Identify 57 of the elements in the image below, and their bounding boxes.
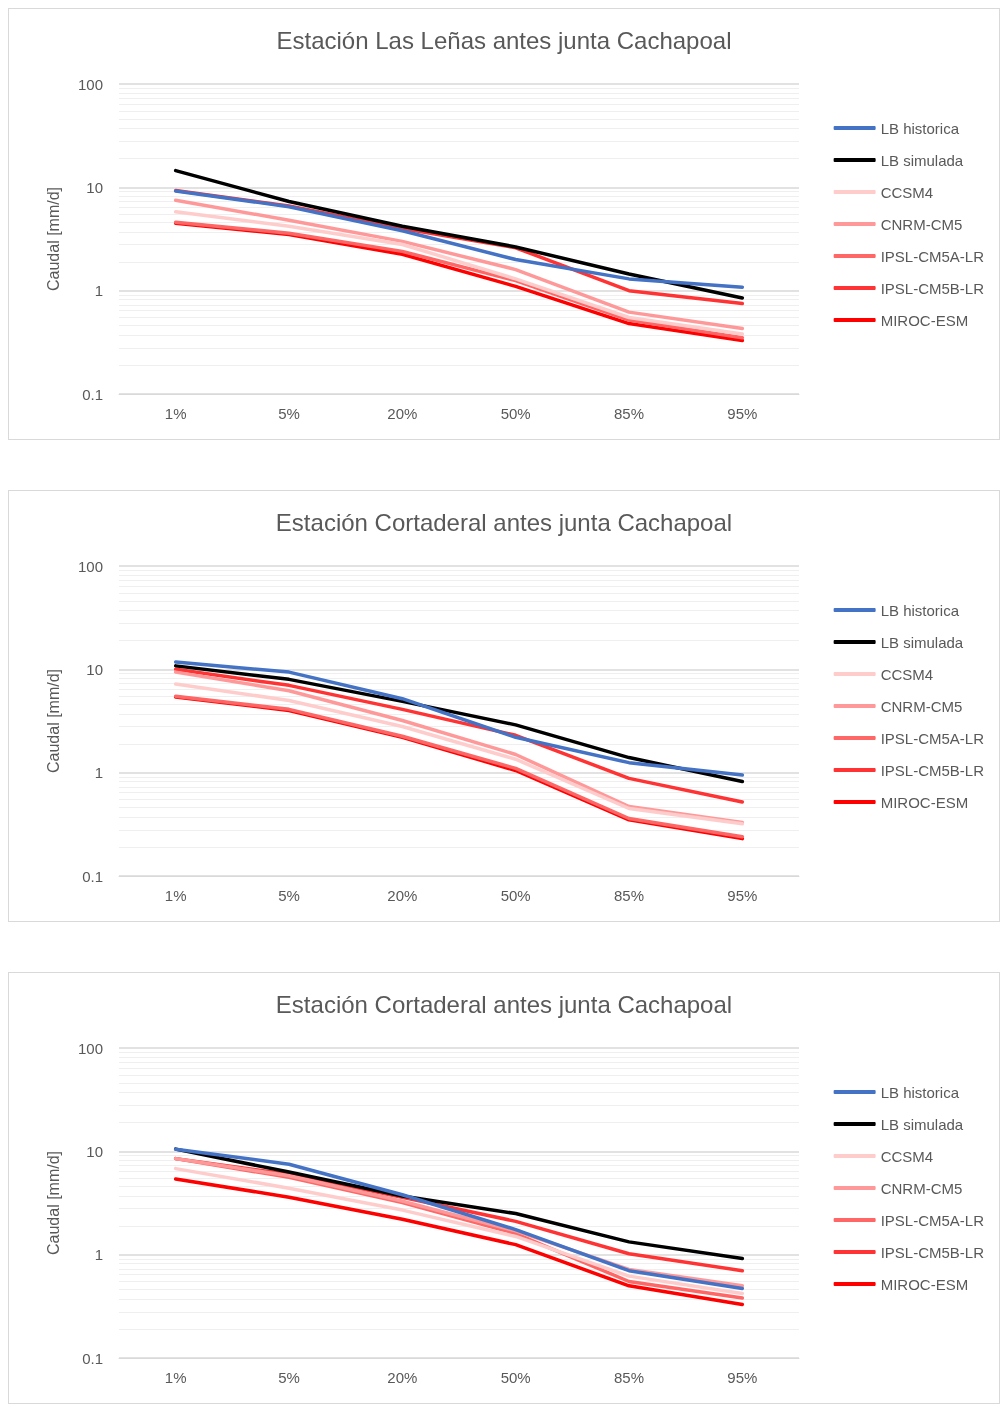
x-tick-label: 20% (387, 887, 418, 904)
legend-label: MIROC-ESM (880, 793, 969, 811)
legend-label: IPSL-CM5A-LR (880, 1211, 985, 1229)
legend-label: MIROC-ESM (880, 311, 969, 329)
y-tick-label: 100 (77, 1039, 103, 1057)
x-tick-label: 50% (500, 887, 531, 904)
legend-label: CCSM4 (880, 1147, 934, 1165)
x-tick-label: 20% (387, 1369, 418, 1386)
y-tick-label: 100 (77, 75, 103, 93)
legend-label: MIROC-ESM (880, 1275, 969, 1293)
x-tick-label: 95% (727, 405, 758, 422)
legend-label: LB historica (880, 601, 960, 619)
y-axis-title: Caudal [mm/d] (44, 1150, 62, 1256)
x-tick-label: 5% (278, 1369, 300, 1386)
legend-label: LB simulada (880, 1115, 964, 1133)
x-tick-label: 5% (278, 887, 300, 904)
y-axis-title: Caudal [mm/d] (44, 668, 62, 774)
y-tick-label: 1 (94, 764, 103, 782)
legend-label: LB simulada (880, 151, 964, 169)
legend-label: IPSL-CM5B-LR (880, 761, 985, 779)
legend-label: CNRM-CM5 (880, 215, 963, 233)
legend-label: IPSL-CM5B-LR (880, 279, 985, 297)
y-tick-label: 1 (94, 1246, 103, 1264)
y-tick-label: 10 (86, 1142, 103, 1160)
chart-title: Estación Cortaderal antes junta Cachapoal (275, 990, 733, 1018)
y-tick-label: 100 (77, 557, 103, 575)
x-tick-label: 85% (613, 405, 645, 422)
chart-title: Estación Cortaderal antes junta Cachapoal (275, 508, 733, 536)
y-axis-title: Caudal [mm/d] (44, 186, 62, 292)
y-tick-label: 10 (86, 660, 103, 678)
x-tick-label: 50% (500, 405, 531, 422)
legend-label: CCSM4 (880, 665, 934, 683)
legend-label: LB simulada (880, 633, 964, 651)
y-tick-label: 0.1 (82, 1349, 103, 1367)
y-tick-label: 1 (94, 282, 103, 300)
legend-label: CCSM4 (880, 183, 934, 201)
y-tick-label: 0.1 (82, 385, 103, 403)
x-tick-label: 1% (164, 887, 187, 904)
x-tick-label: 85% (613, 1369, 645, 1386)
x-tick-label: 85% (613, 887, 645, 904)
x-tick-label: 1% (164, 1369, 187, 1386)
legend-label: LB historica (880, 1083, 960, 1101)
legend-label: CNRM-CM5 (880, 1179, 963, 1197)
x-tick-label: 1% (164, 405, 187, 422)
x-tick-label: 5% (278, 405, 300, 422)
x-tick-label: 20% (387, 405, 418, 422)
legend-label: LB historica (880, 119, 960, 137)
legend-label: IPSL-CM5A-LR (880, 247, 985, 265)
x-tick-label: 50% (500, 1369, 531, 1386)
x-tick-label: 95% (727, 1369, 758, 1386)
legend-label: IPSL-CM5B-LR (880, 1243, 985, 1261)
legend-label: IPSL-CM5A-LR (880, 729, 985, 747)
y-tick-label: 0.1 (82, 867, 103, 885)
legend-label: CNRM-CM5 (880, 697, 963, 715)
x-tick-label: 95% (727, 887, 758, 904)
y-tick-label: 10 (86, 178, 103, 196)
chart-title: Estación Las Leñas antes junta Cachapoal (276, 26, 732, 54)
